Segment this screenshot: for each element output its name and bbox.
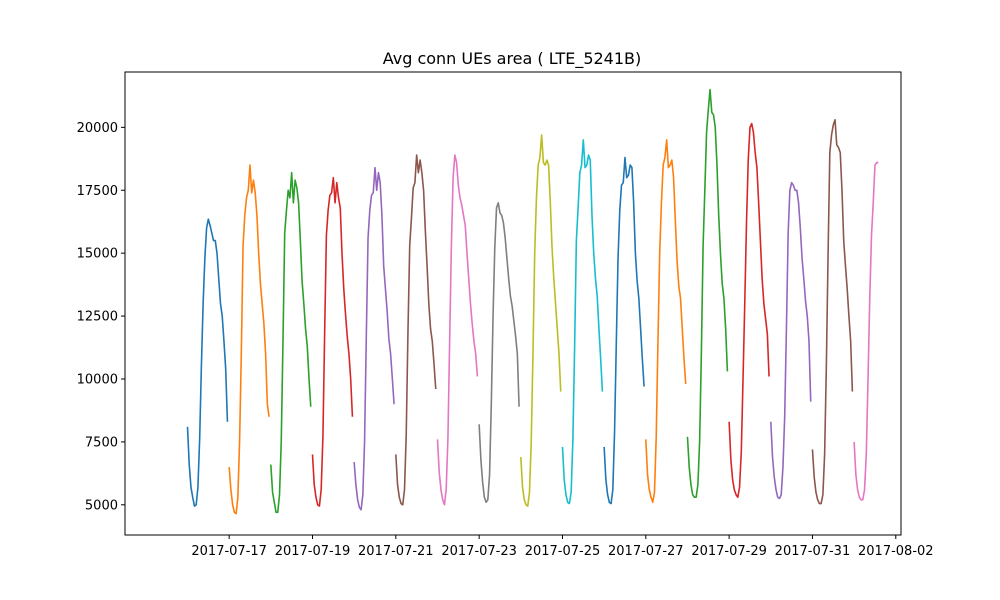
series-line-2017-07-22: [436, 154, 479, 506]
series-line-2017-07-28: [686, 88, 729, 499]
x-tick-label: 2017-07-17: [191, 544, 267, 559]
y-tick-label: 15000: [77, 247, 118, 262]
series-line-2017-08-01: [853, 161, 879, 501]
series-line-2017-07-27: [645, 139, 687, 504]
series-line-2017-07-23: [478, 202, 520, 504]
series-line-2017-07-16: [186, 218, 229, 507]
y-tick-label: 20000: [77, 121, 118, 136]
y-tick-label: 7500: [85, 435, 118, 450]
series-line-2017-07-26: [603, 156, 645, 505]
series-line-2017-07-19: [311, 176, 354, 507]
chart-title: Avg conn UEs area ( LTE_5241B): [383, 49, 642, 69]
x-tick-label: 2017-07-21: [358, 544, 434, 559]
plot-frame: [124, 71, 902, 536]
x-tick-label: 2017-07-23: [441, 544, 517, 559]
x-tick-label: 2017-07-27: [608, 544, 684, 559]
x-tick-label: 2017-07-29: [691, 544, 767, 559]
series-line-2017-07-29: [728, 122, 770, 499]
series-line-2017-07-30: [770, 181, 812, 500]
x-tick-label: 2017-08-02: [858, 544, 934, 559]
y-axis: 5000 7500 10000 12500 15000 17500 20000: [77, 121, 125, 513]
series-line-2017-07-25: [561, 139, 604, 505]
series-line-2017-07-20: [353, 166, 395, 511]
series-line-2017-07-18: [270, 171, 312, 514]
y-tick-label: 17500: [77, 184, 118, 199]
x-tick-label: 2017-07-19: [275, 544, 351, 559]
x-tick-label: 2017-07-31: [775, 544, 851, 559]
series-line-2017-07-17: [228, 164, 270, 515]
x-axis: 2017-07-17 2017-07-19 2017-07-21 2017-07-23…: [191, 535, 934, 559]
series-line-2017-07-31: [811, 119, 854, 505]
y-tick-label: 5000: [85, 498, 118, 513]
x-tick-label: 2017-07-25: [525, 544, 601, 559]
y-tick-label: 10000: [77, 372, 118, 387]
series-line-2017-07-24: [520, 134, 562, 507]
plot-area: [186, 88, 879, 515]
series-line-2017-07-21: [395, 154, 437, 506]
y-tick-label: 12500: [77, 310, 118, 325]
